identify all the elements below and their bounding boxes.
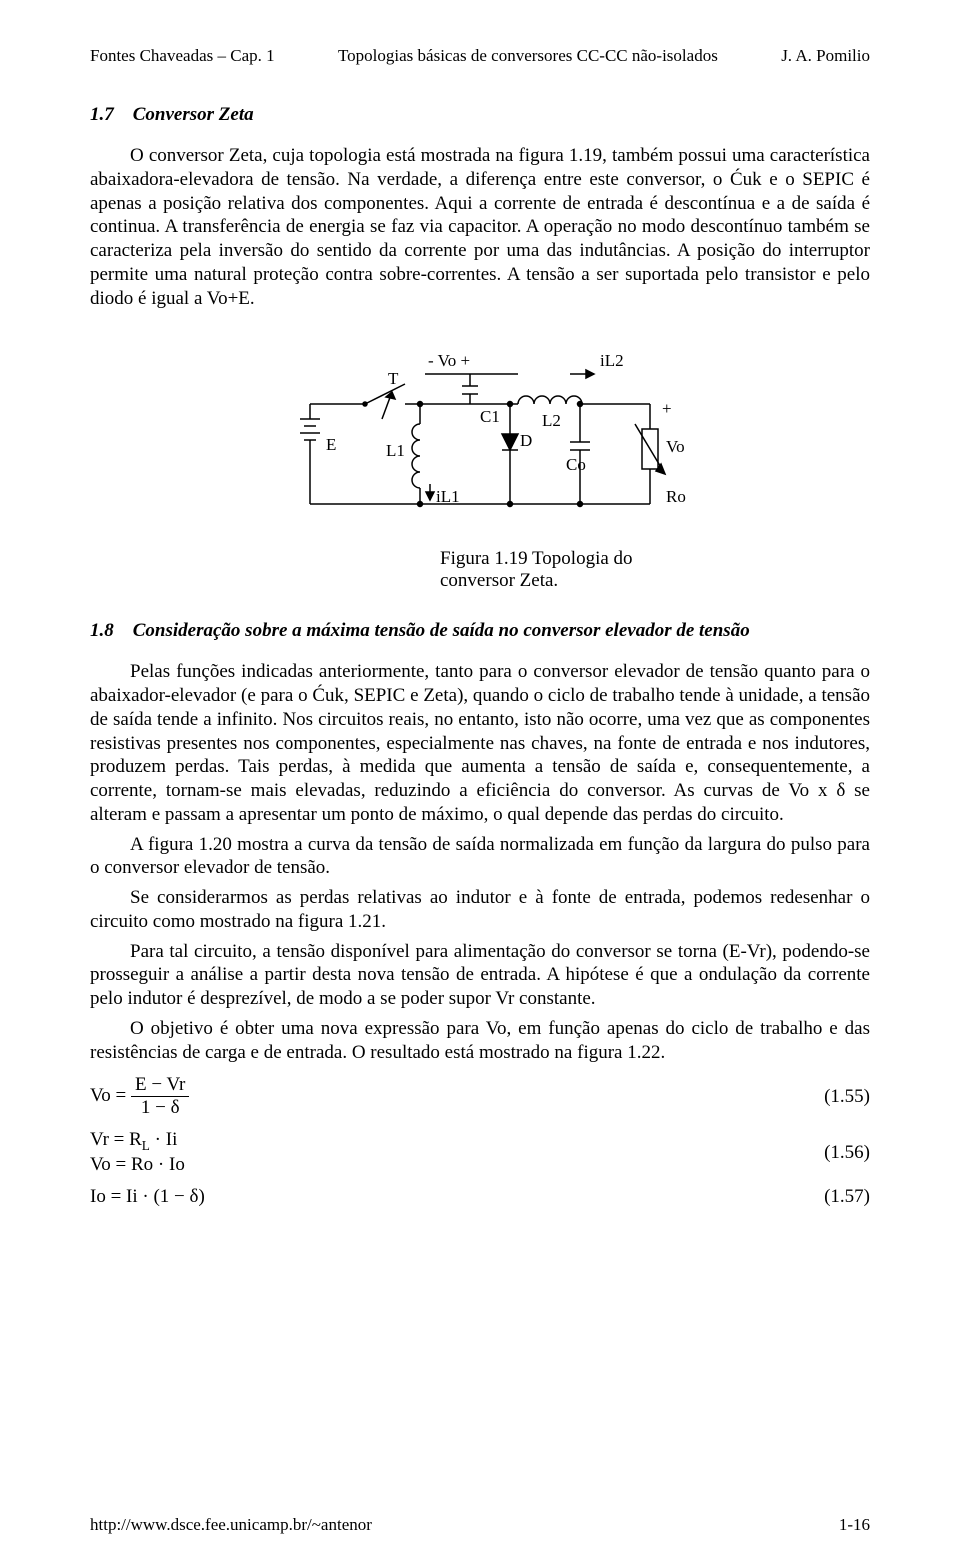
eq155-num: (1.55) <box>800 1086 870 1108</box>
equation-1-55: Vo = E − Vr 1 − δ (1.55) <box>90 1074 870 1119</box>
section-1-7-heading: 1.7 Conversor Zeta <box>90 104 870 126</box>
eq155-top: E − Vr <box>131 1074 189 1097</box>
eq156-num: (1.56) <box>800 1142 870 1164</box>
lbl-d: D <box>520 431 532 450</box>
section-1-8-p1: Pelas funções indicadas anteriormente, t… <box>90 660 870 826</box>
page-header: Fontes Chaveadas – Cap. 1 Topologias bás… <box>90 46 870 66</box>
lbl-vo: Vo <box>666 437 685 456</box>
lbl-t: T <box>388 369 399 388</box>
eq155-lhs: Vo = <box>90 1085 126 1106</box>
section-1-8-p2: A figura 1.20 mostra a curva da tensão d… <box>90 833 870 881</box>
section-number: 1.8 <box>90 620 114 641</box>
header-center: Topologias básicas de conversores CC-CC … <box>338 46 718 66</box>
lbl-co: Co <box>566 455 586 474</box>
section-1-8-p5: O objetivo é obter uma nova expressão pa… <box>90 1017 870 1065</box>
eq156a-tail: · Ii <box>150 1129 177 1150</box>
lbl-plus: + <box>662 399 672 418</box>
section-number: 1.7 <box>90 104 114 125</box>
section-title: Conversor Zeta <box>133 104 254 125</box>
footer-url: http://www.dsce.fee.unicamp.br/~antenor <box>90 1515 372 1535</box>
lbl-l2: L2 <box>542 411 561 430</box>
lbl-ro: Ro <box>666 487 686 506</box>
zeta-circuit-diagram: - Vo + iL2 T C1 L2 E L1 D Co Vo + iL1 Ro <box>270 334 690 544</box>
figure-1-19-caption: Figura 1.19 Topologia do conversor Zeta. <box>440 548 690 592</box>
header-left: Fontes Chaveadas – Cap. 1 <box>90 46 275 66</box>
eq156b: Vo = Ro · Io <box>90 1154 185 1175</box>
eq157: Io = Ii · (1 − δ) <box>90 1186 205 1208</box>
figure-1-19: - Vo + iL2 T C1 L2 E L1 D Co Vo + iL1 Ro… <box>270 334 690 592</box>
lbl-l1: L1 <box>386 441 405 460</box>
lbl-c1: C1 <box>480 407 500 426</box>
footer-page: 1-16 <box>839 1515 870 1535</box>
section-title: Consideração sobre a máxima tensão de sa… <box>133 620 750 641</box>
section-1-8-p4: Para tal circuito, a tensão disponível p… <box>90 940 870 1011</box>
header-right: J. A. Pomilio <box>781 46 870 66</box>
eq157-num: (1.57) <box>800 1186 870 1208</box>
lbl-il2: iL2 <box>600 351 624 370</box>
lbl-e: E <box>326 435 336 454</box>
lbl-il1: iL1 <box>436 487 460 506</box>
equation-1-57: Io = Ii · (1 − δ) (1.57) <box>90 1186 870 1208</box>
equation-1-56: Vr = RL · Ii Vo = Ro · Io (1.56) <box>90 1129 870 1176</box>
section-1-8-heading: 1.8 Consideração sobre a máxima tensão d… <box>90 620 870 642</box>
lbl-vo-polarity: - Vo + <box>428 351 470 370</box>
eq155-bot: 1 − δ <box>131 1097 189 1119</box>
section-1-7-paragraph: O conversor Zeta, cuja topologia está mo… <box>90 144 870 310</box>
eq156a-sub: L <box>142 1138 150 1153</box>
section-1-8-p3: Se considerarmos as perdas relativas ao … <box>90 886 870 934</box>
page-footer: http://www.dsce.fee.unicamp.br/~antenor … <box>90 1515 870 1535</box>
eq156a: Vr = R <box>90 1129 142 1150</box>
